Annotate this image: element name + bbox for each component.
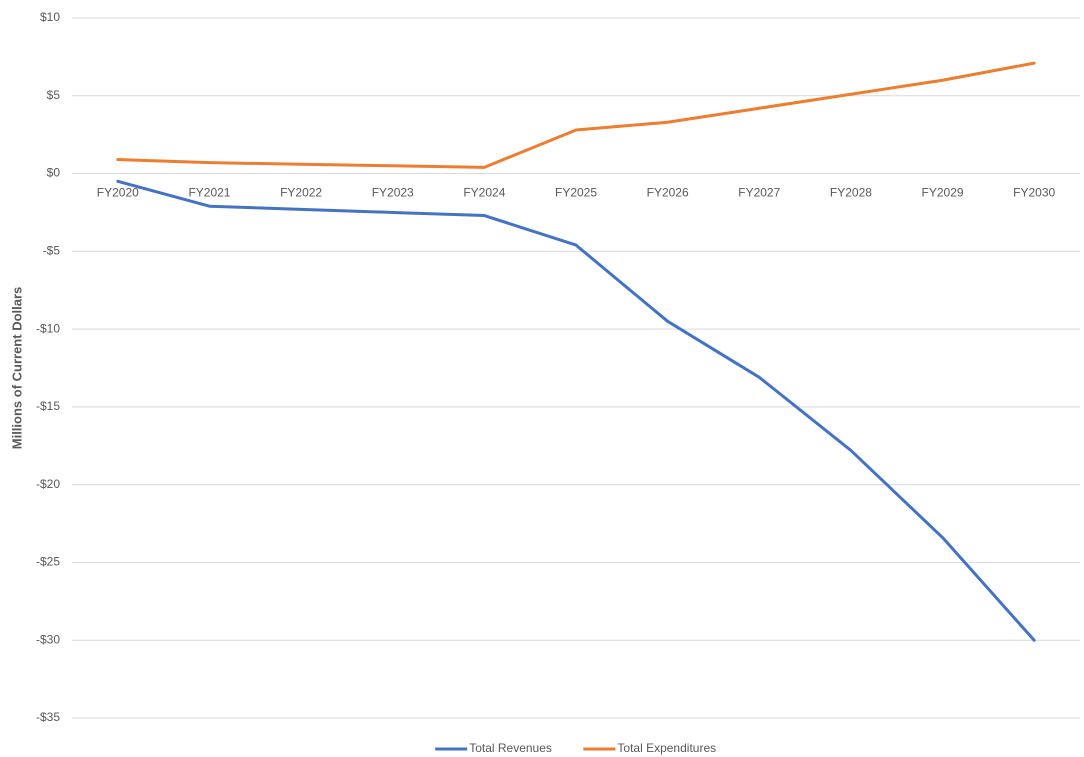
y-tick-label: $10 bbox=[40, 10, 60, 24]
x-tick-label: FY2021 bbox=[188, 186, 230, 200]
x-tick-label: FY2028 bbox=[830, 186, 872, 200]
y-tick-label: $5 bbox=[47, 88, 61, 102]
x-tick-label: FY2025 bbox=[555, 186, 597, 200]
x-tick-label: FY2029 bbox=[922, 186, 964, 200]
legend-label: Total Revenues bbox=[469, 741, 552, 755]
x-tick-label: FY2030 bbox=[1013, 186, 1055, 200]
x-tick-label: FY2027 bbox=[738, 186, 780, 200]
y-axis-label: Millions of Current Dollars bbox=[9, 287, 24, 450]
y-tick-label: -$20 bbox=[36, 477, 60, 491]
x-tick-label: FY2026 bbox=[647, 186, 689, 200]
legend-label: Total Expenditures bbox=[617, 741, 716, 755]
y-tick-label: -$5 bbox=[43, 244, 61, 258]
y-tick-label: -$30 bbox=[36, 632, 60, 646]
line-series bbox=[116, 61, 1036, 169]
x-tick-label: FY2022 bbox=[280, 186, 322, 200]
y-tick-label: -$10 bbox=[36, 321, 60, 335]
y-tick-label: $0 bbox=[47, 166, 61, 180]
x-tick-label: FY2024 bbox=[463, 186, 505, 200]
x-tick-label: FY2023 bbox=[372, 186, 414, 200]
y-tick-label: -$35 bbox=[36, 710, 60, 724]
y-tick-label: -$25 bbox=[36, 555, 60, 569]
line-series bbox=[116, 179, 1036, 642]
y-tick-label: -$15 bbox=[36, 399, 60, 413]
x-tick-label: FY2020 bbox=[97, 186, 139, 200]
